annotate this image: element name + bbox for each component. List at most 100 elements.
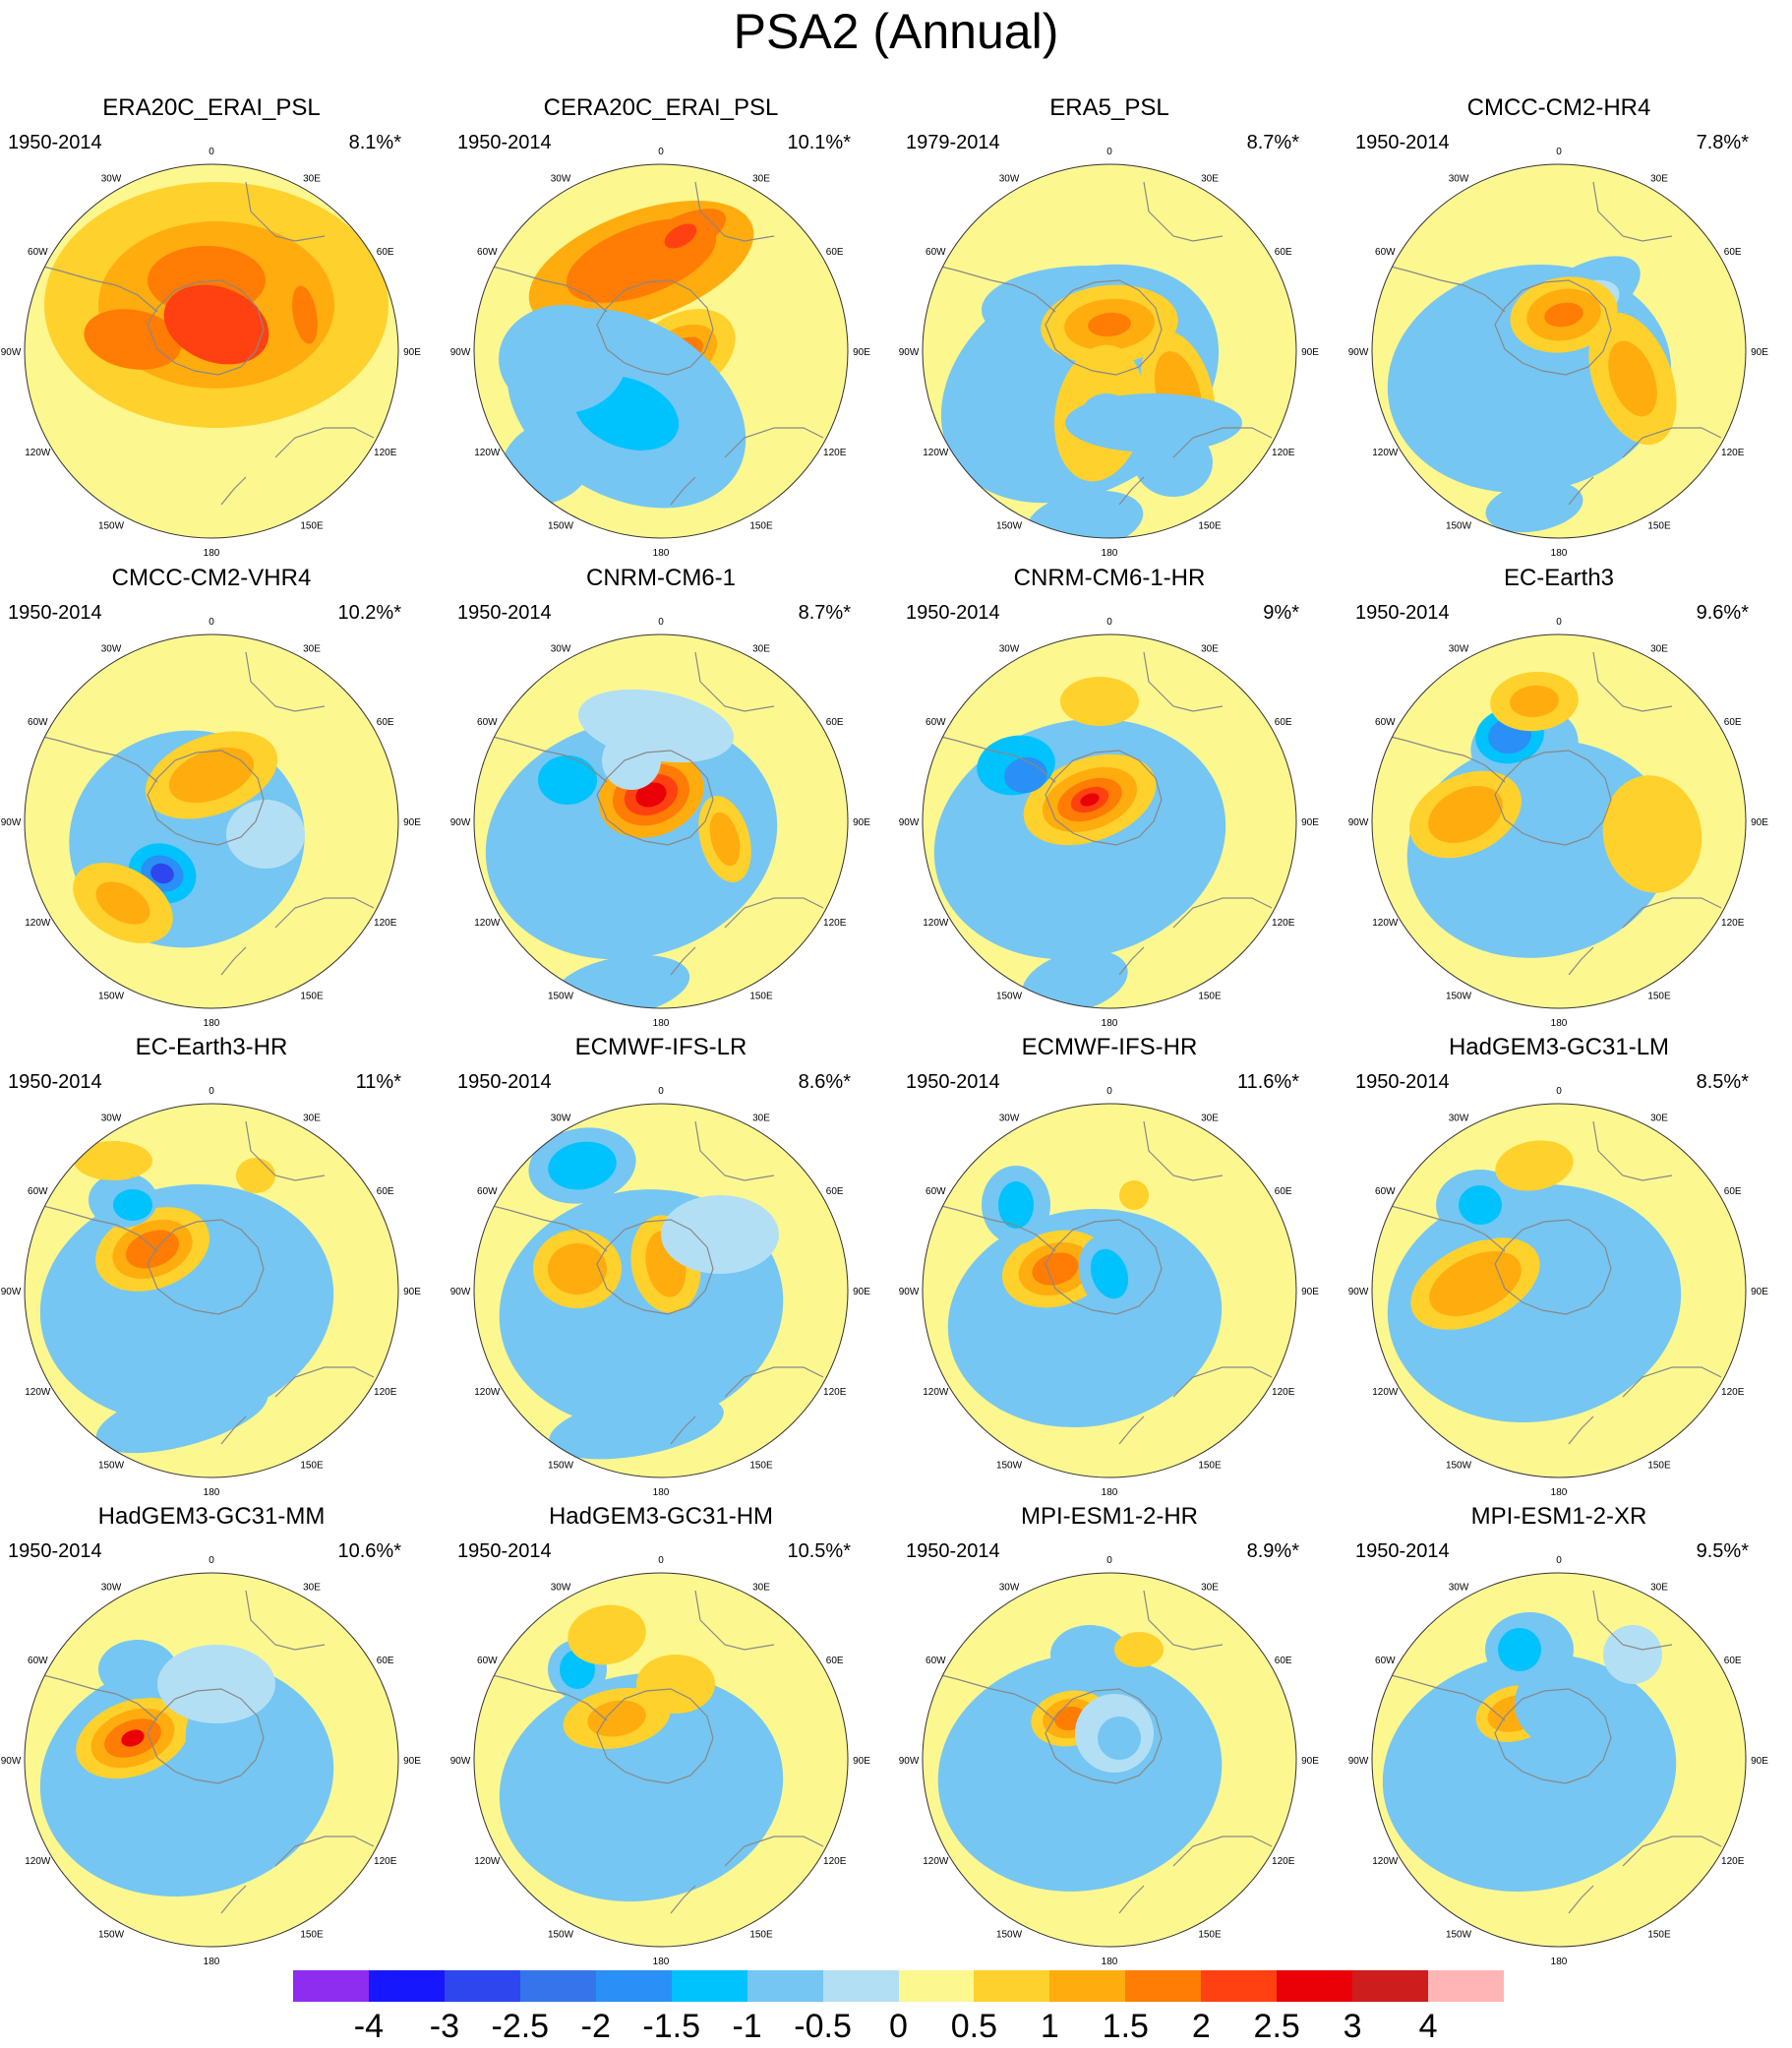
coastline bbox=[694, 1120, 775, 1181]
longitude-label: 60E bbox=[377, 1186, 394, 1197]
longitude-label: 60E bbox=[1724, 1656, 1742, 1666]
colorbar-label: -3 bbox=[429, 2008, 460, 2045]
contour-region bbox=[1602, 775, 1702, 893]
contour-region bbox=[1119, 1180, 1149, 1210]
longitude-label: 90W bbox=[899, 817, 920, 828]
coastline bbox=[1592, 651, 1673, 712]
contour-region bbox=[163, 284, 269, 365]
colorbar-label: 2.5 bbox=[1253, 2008, 1300, 2045]
coastline bbox=[488, 265, 608, 313]
colorbar bbox=[293, 1970, 1504, 2002]
longitude-label: 60W bbox=[28, 717, 48, 728]
longitude-label: 90W bbox=[450, 1756, 471, 1767]
coastline bbox=[694, 651, 775, 712]
colorbar-label: -1.5 bbox=[642, 2008, 700, 2045]
map-panel: HadGEM3-GC31-LM 1950-2014 8.5%* 0 30E 60E 90E 1… bbox=[1347, 1033, 1770, 1495]
coastline bbox=[596, 1219, 714, 1315]
coastline bbox=[1494, 1688, 1612, 1784]
map-border bbox=[473, 1572, 849, 1948]
coastline bbox=[1045, 1688, 1163, 1784]
contour-region bbox=[1544, 302, 1583, 328]
contour-region bbox=[1485, 480, 1583, 533]
longitude-label: 30W bbox=[999, 1113, 1020, 1123]
contour-region bbox=[226, 800, 305, 869]
contour-region bbox=[236, 1158, 275, 1193]
contour-region bbox=[209, 1245, 283, 1361]
longitude-label: 150W bbox=[1446, 1461, 1472, 1472]
panel-period: 1950-2014 bbox=[906, 1071, 1000, 1093]
longitude-label: 0 bbox=[1106, 617, 1112, 628]
polar-map: 0 30E 60E 90E 120E 150E 180 150W 120W 90W 60W 30W bbox=[1, 147, 422, 556]
panel-title: ECMWF-IFS-HR bbox=[1021, 1034, 1198, 1060]
coastline bbox=[936, 265, 1056, 313]
map-panel: ECMWF-IFS-HR 1950-2014 11.6%* 0 30E 60E 90E 120… bbox=[898, 1033, 1321, 1495]
longitude-label: 180 bbox=[1551, 1018, 1568, 1026]
longitude-label: 120E bbox=[374, 1856, 397, 1867]
longitude-label: 0 bbox=[209, 1086, 214, 1097]
longitude-label: 120W bbox=[923, 1387, 949, 1398]
longitude-label: 120E bbox=[1272, 1856, 1295, 1867]
longitude-label: 180 bbox=[1102, 1487, 1118, 1495]
longitude-label: 60W bbox=[926, 717, 946, 728]
coastline bbox=[1172, 897, 1273, 929]
longitude-label: 180 bbox=[1102, 548, 1118, 556]
longitude-label: 150E bbox=[1198, 992, 1222, 1002]
colorbar-swatch bbox=[1428, 1970, 1504, 2002]
contour-region bbox=[1006, 1311, 1144, 1374]
longitude-label: 30E bbox=[303, 173, 321, 184]
panel-variance-percent: 10.6%* bbox=[337, 1540, 402, 1562]
longitude-label: 0 bbox=[1106, 1555, 1112, 1566]
contour-region bbox=[1515, 1659, 1613, 1748]
panel-period: 1950-2014 bbox=[8, 1540, 102, 1562]
longitude-label: 120W bbox=[1372, 1856, 1399, 1867]
coastline bbox=[1386, 1204, 1506, 1252]
polar-map: 0 30E 60E 90E 120E 150E 180 150W 120W 90W 60W 30W bbox=[1, 1086, 422, 1495]
longitude-label: 120W bbox=[25, 448, 51, 458]
colorbar-swatch bbox=[747, 1970, 823, 2002]
contour-region bbox=[587, 1700, 646, 1737]
coastline bbox=[670, 476, 696, 506]
longitude-label: 120W bbox=[25, 918, 51, 929]
longitude-label: 150W bbox=[1446, 992, 1472, 1002]
longitude-label: 60W bbox=[926, 247, 946, 258]
longitude-label: 90W bbox=[899, 1756, 920, 1767]
coastline bbox=[1494, 1219, 1612, 1315]
longitude-label: 30W bbox=[1449, 1582, 1469, 1593]
longitude-label: 180 bbox=[204, 1018, 220, 1026]
polar-map: 0 30E 60E 90E 120E 150E 180 150W 120W 90W 60W 30W bbox=[1348, 147, 1769, 556]
longitude-label: 0 bbox=[1106, 1086, 1112, 1097]
longitude-label: 90E bbox=[1301, 347, 1319, 358]
longitude-label: 120W bbox=[25, 1387, 51, 1398]
longitude-label: 90E bbox=[1751, 1756, 1768, 1767]
longitude-label: 150E bbox=[300, 521, 324, 532]
longitude-label: 30E bbox=[1650, 173, 1668, 184]
longitude-label: 90E bbox=[1751, 817, 1768, 828]
colorbar-swatch bbox=[1277, 1970, 1353, 2002]
coastline bbox=[596, 279, 714, 376]
longitude-label: 30E bbox=[1650, 1582, 1668, 1593]
map-border bbox=[24, 1103, 399, 1478]
longitude-label: 60W bbox=[477, 1186, 498, 1197]
panel-title: CNRM-CM6-1 bbox=[586, 565, 736, 591]
coastline bbox=[670, 946, 696, 976]
coastline bbox=[724, 1366, 824, 1398]
longitude-label: 0 bbox=[658, 1086, 664, 1097]
contour-region bbox=[1088, 312, 1131, 337]
longitude-label: 150W bbox=[996, 992, 1023, 1002]
longitude-label: 60E bbox=[826, 1656, 844, 1666]
longitude-label: 30W bbox=[1449, 173, 1469, 184]
contour-region bbox=[549, 1393, 724, 1460]
contour-region bbox=[1114, 1632, 1164, 1667]
longitude-label: 120E bbox=[823, 448, 847, 458]
panel-period: 1950-2014 bbox=[1355, 1540, 1450, 1562]
longitude-label: 150W bbox=[98, 521, 125, 532]
longitude-label: 150W bbox=[548, 992, 574, 1002]
longitude-label: 180 bbox=[1102, 1957, 1118, 1964]
coastline bbox=[936, 1204, 1056, 1252]
coastline bbox=[274, 427, 375, 458]
longitude-label: 30W bbox=[999, 1582, 1020, 1593]
colorbar-swatch bbox=[1201, 1970, 1278, 2002]
longitude-label: 180 bbox=[653, 1487, 670, 1495]
longitude-label: 150W bbox=[98, 1930, 125, 1941]
coastline bbox=[1622, 1836, 1722, 1867]
